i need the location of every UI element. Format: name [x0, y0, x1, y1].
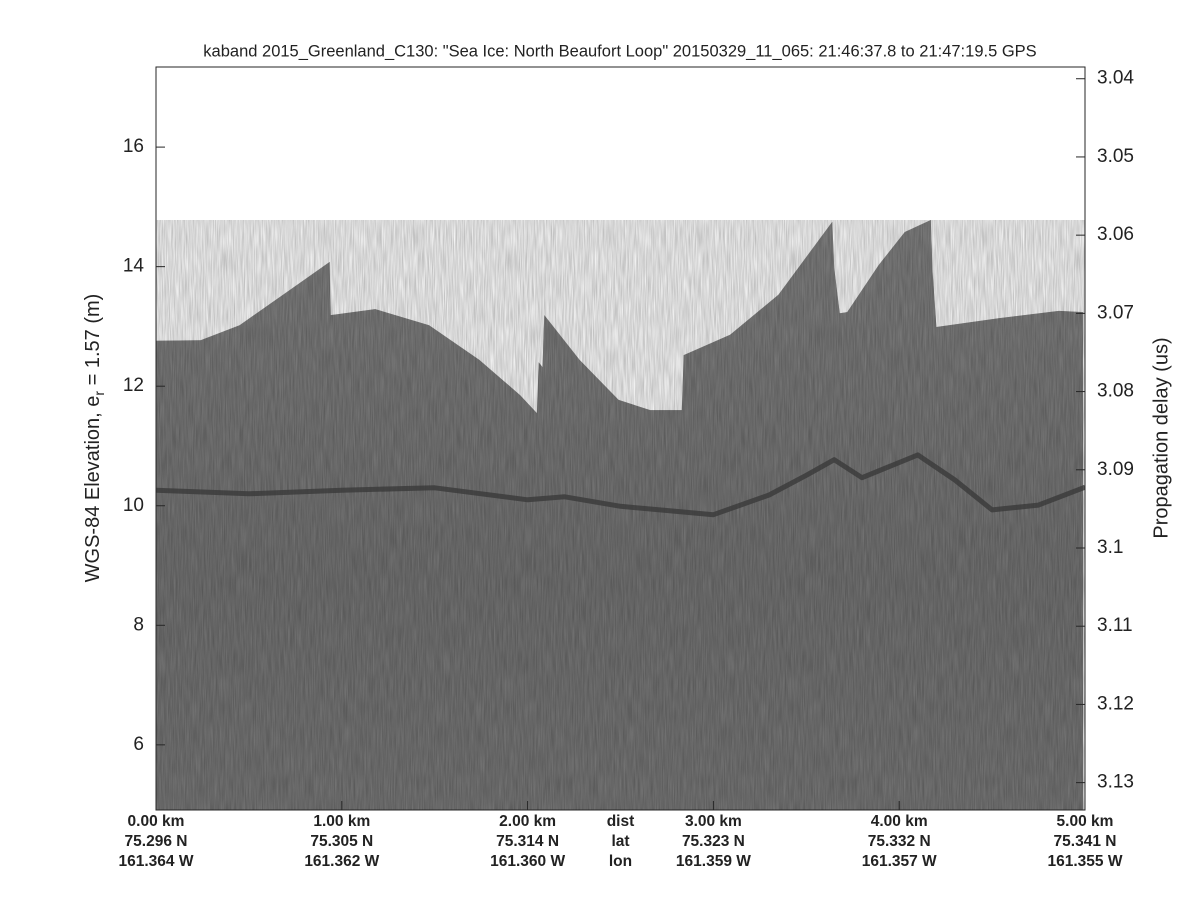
- row-label: dist: [607, 813, 635, 830]
- y-label-subscript: r: [91, 391, 107, 396]
- x-lat-label: 75.305 N: [310, 833, 373, 850]
- y2-tick-label: 3.1: [1097, 537, 1123, 558]
- y-tick-label: 6: [133, 734, 144, 755]
- plot: [156, 220, 1085, 810]
- echo-noise: [156, 220, 1085, 810]
- x-lon-label: 161.364 W: [119, 853, 194, 870]
- x-lon-label: 161.360 W: [490, 853, 565, 870]
- x-lon-label: 161.355 W: [1048, 853, 1123, 870]
- y-tick-label: 8: [133, 614, 144, 635]
- row-label: lon: [609, 853, 632, 870]
- y2-tick-label: 3.13: [1097, 772, 1134, 793]
- x-lat-label: 75.323 N: [682, 833, 745, 850]
- y-axis-label: WGS-84 Elevation, er = 1.57 (m): [82, 294, 106, 583]
- y2-tick-label: 3.12: [1097, 693, 1134, 714]
- x-tick-label: 4.00 km: [871, 813, 928, 830]
- y2-tick-label: 3.07: [1097, 302, 1134, 323]
- x-tick-label: 2.00 km: [499, 813, 556, 830]
- row-label: lat: [611, 833, 629, 850]
- y-label-main: WGS-84 Elevation, e: [82, 396, 104, 583]
- x-tick-label: 3.00 km: [685, 813, 742, 830]
- y2-tick-label: 3.05: [1097, 146, 1134, 167]
- y-label-rest: = 1.57 (m): [82, 294, 104, 391]
- x-lat-label: 75.341 N: [1054, 833, 1117, 850]
- y2-tick-label: 3.06: [1097, 224, 1134, 245]
- x-lat-label: 75.296 N: [125, 833, 188, 850]
- y2-tick-label: 3.11: [1097, 615, 1133, 636]
- chart-title: kaband 2015_Greenland_C130: "Sea Ice: No…: [203, 42, 1036, 60]
- y2-axis-label: Propagation delay (us): [1150, 337, 1172, 538]
- y-tick-label: 12: [123, 375, 144, 396]
- x-tick-label: 5.00 km: [1057, 813, 1114, 830]
- x-tick-label: 0.00 km: [128, 813, 185, 830]
- y2-tick-label: 3.09: [1097, 459, 1134, 480]
- y-tick-label: 10: [123, 495, 144, 516]
- x-tick-label: 1.00 km: [313, 813, 370, 830]
- x-lat-label: 75.332 N: [868, 833, 931, 850]
- y-tick-label: 14: [123, 256, 145, 277]
- y-tick-label: 16: [123, 136, 144, 157]
- plot-frame: [155, 66, 1086, 811]
- x-lat-label: 75.314 N: [496, 833, 559, 850]
- snow-ice-layer: [156, 452, 1085, 518]
- y2-tick-label: 3.08: [1097, 381, 1134, 402]
- x-lon-label: 161.357 W: [862, 853, 937, 870]
- y2-tick-label: 3.04: [1097, 68, 1134, 89]
- x-lon-label: 161.359 W: [676, 853, 751, 870]
- x-lon-label: 161.362 W: [304, 853, 379, 870]
